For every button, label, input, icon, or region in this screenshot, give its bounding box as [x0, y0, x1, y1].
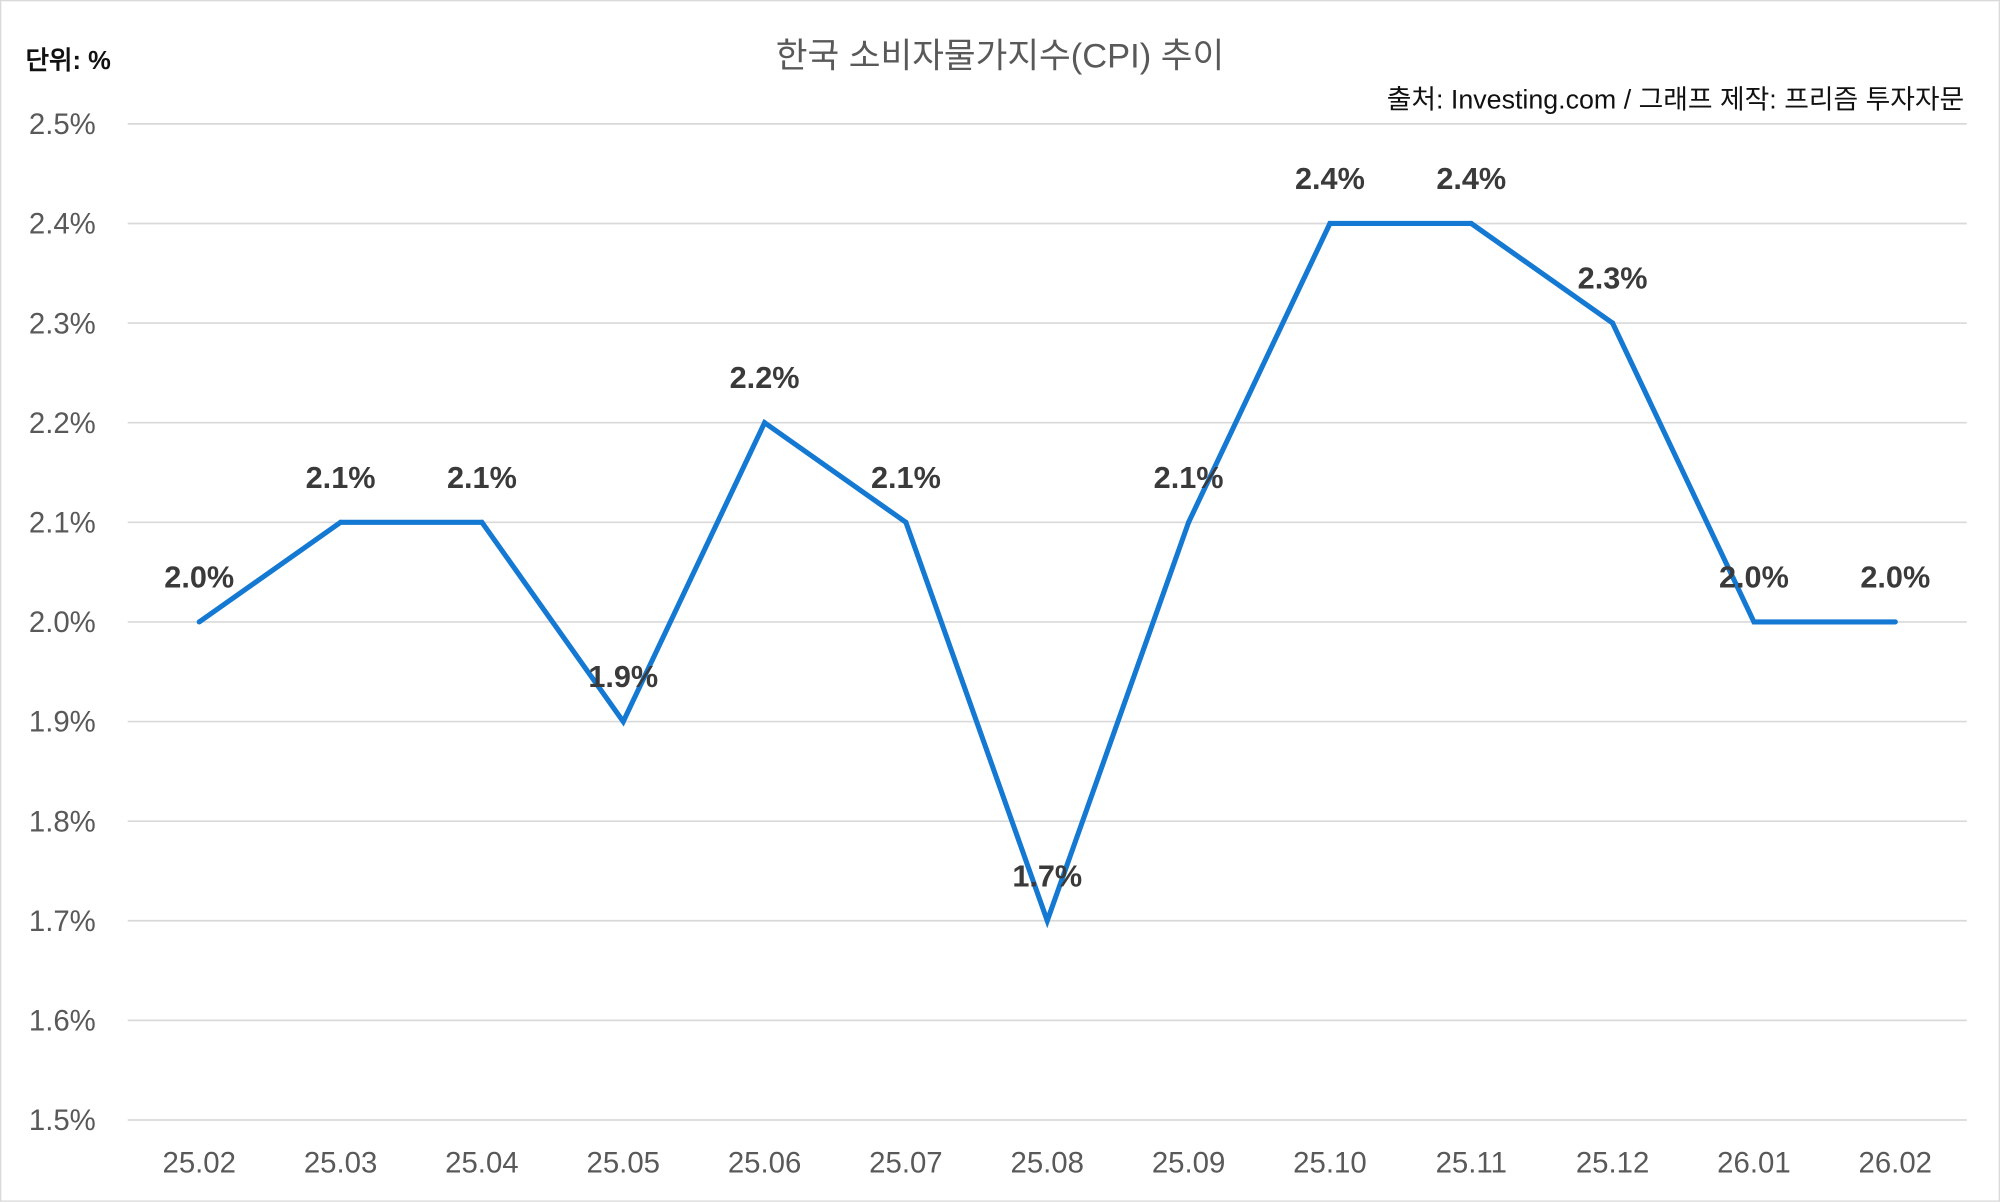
- y-tick-label: 2.2%: [29, 407, 96, 440]
- data-point: [1186, 519, 1192, 525]
- data-label: 2.4%: [1295, 162, 1365, 196]
- y-tick-label: 2.4%: [29, 208, 96, 241]
- x-tick-label: 25.06: [728, 1146, 801, 1179]
- data-point: [620, 718, 626, 725]
- data-point: [479, 519, 485, 525]
- data-label: 2.0%: [164, 560, 234, 594]
- y-tick-label: 2.1%: [29, 507, 96, 540]
- data-label: 2.4%: [1436, 162, 1506, 196]
- unit-label: 단위: %: [26, 47, 112, 75]
- data-label: 1.9%: [588, 660, 658, 694]
- data-point: [762, 420, 768, 426]
- y-tick-label: 1.7%: [29, 905, 96, 938]
- y-tick-label: 1.6%: [29, 1005, 96, 1038]
- data-point: [196, 619, 202, 625]
- y-tick-label: 1.5%: [29, 1104, 96, 1137]
- x-tick-label: 25.04: [445, 1146, 518, 1179]
- y-tick-label: 1.8%: [29, 805, 96, 838]
- data-label: 2.3%: [1578, 262, 1648, 296]
- source-label: 출처: Investing.com / 그래프 제작: 프리즘 투자자문: [1387, 85, 1965, 115]
- x-tick-label: 26.02: [1859, 1146, 1932, 1179]
- x-tick-label: 25.09: [1152, 1146, 1225, 1179]
- data-point: [1044, 918, 1050, 924]
- x-tick-label: 26.01: [1717, 1146, 1790, 1179]
- x-tick-label: 25.11: [1436, 1146, 1507, 1179]
- data-label: 2.0%: [1719, 560, 1789, 594]
- chart-title: 한국 소비자물가지수(CPI) 추이: [776, 38, 1224, 76]
- data-point: [1468, 220, 1474, 227]
- x-tick-label: 25.10: [1293, 1146, 1366, 1179]
- data-point: [1892, 619, 1898, 625]
- y-tick-label: 2.3%: [29, 307, 96, 340]
- x-tick-label: 25.03: [304, 1146, 377, 1179]
- y-tick-label: 1.9%: [29, 706, 96, 739]
- data-point: [338, 519, 344, 525]
- x-tick-label: 25.05: [587, 1146, 660, 1179]
- data-label: 2.0%: [1860, 560, 1930, 594]
- data-label: 2.1%: [306, 461, 376, 495]
- data-point: [1327, 220, 1333, 227]
- y-tick-label: 2.5%: [29, 108, 96, 141]
- data-label: 2.2%: [730, 361, 800, 395]
- data-point: [903, 519, 909, 525]
- data-point: [1610, 320, 1616, 326]
- data-label: 2.1%: [447, 461, 517, 495]
- x-tick-label: 25.02: [162, 1146, 235, 1179]
- x-tick-label: 25.12: [1576, 1146, 1649, 1179]
- data-label: 2.1%: [871, 461, 941, 495]
- y-tick-label: 2.0%: [29, 606, 96, 639]
- data-point: [1751, 619, 1757, 625]
- x-tick-label: 25.07: [869, 1146, 942, 1179]
- data-label: 2.1%: [1154, 461, 1224, 495]
- x-tick-label: 25.08: [1011, 1146, 1084, 1179]
- data-label: 1.7%: [1012, 859, 1082, 893]
